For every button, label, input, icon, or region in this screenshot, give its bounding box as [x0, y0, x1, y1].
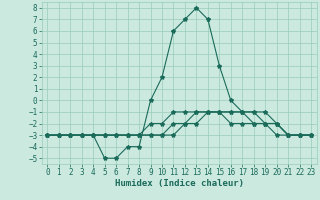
X-axis label: Humidex (Indice chaleur): Humidex (Indice chaleur) — [115, 179, 244, 188]
